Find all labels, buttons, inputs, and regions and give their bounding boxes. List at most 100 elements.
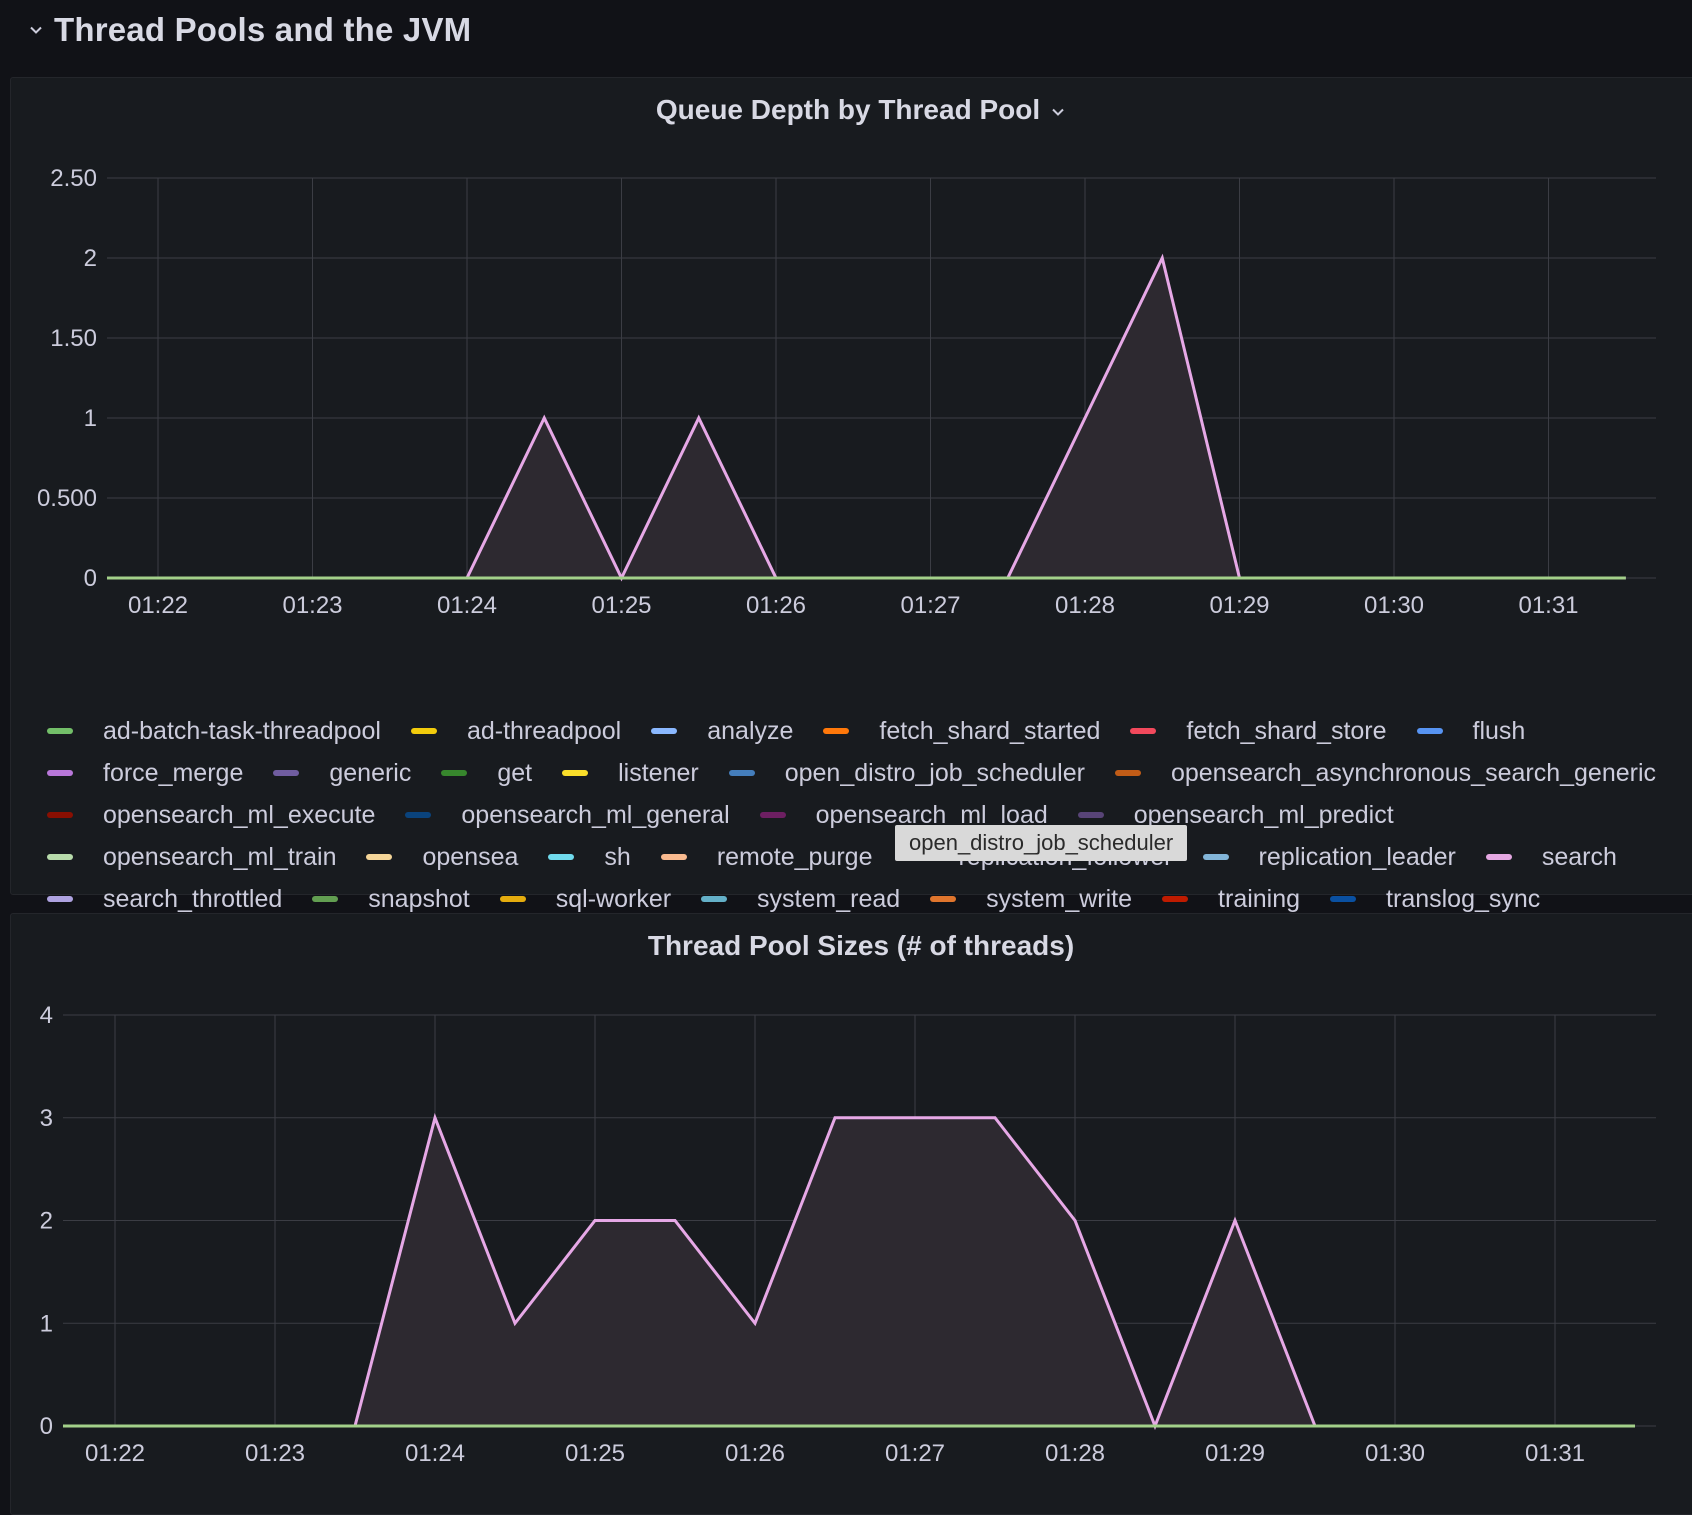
legend-swatch xyxy=(930,896,956,902)
legend-swatch xyxy=(441,770,467,776)
legend-label: opensearch_ml_general xyxy=(461,801,729,830)
legend-swatch xyxy=(548,854,574,860)
legend-item[interactable]: opensearch_ml_execute xyxy=(47,794,375,836)
legend-label: fetch_shard_started xyxy=(879,717,1100,746)
legend-label: snapshot xyxy=(368,885,469,914)
legend-label: ad-threadpool xyxy=(467,717,621,746)
pool-sizes-x-tick-label: 01:23 xyxy=(245,1440,305,1467)
row-header[interactable]: Thread Pools and the JVM xyxy=(28,8,471,52)
legend-item[interactable]: analyze xyxy=(651,710,793,752)
pool-sizes-x-tick-label: 01:31 xyxy=(1525,1440,1585,1467)
legend-swatch xyxy=(1115,770,1141,776)
legend-swatch xyxy=(47,896,73,902)
queue-depth-y-tick-label: 2 xyxy=(84,245,97,272)
queue-depth-x-tick-label: 01:30 xyxy=(1364,592,1424,619)
legend-label: opensearch_ml_execute xyxy=(103,801,375,830)
legend-label: generic xyxy=(329,759,411,788)
legend-swatch xyxy=(1130,728,1156,734)
pool-sizes-x-tick-label: 01:24 xyxy=(405,1440,465,1467)
legend-label: open_distro_job_scheduler xyxy=(785,759,1085,788)
pool-sizes-x-tick-label: 01:30 xyxy=(1365,1440,1425,1467)
legend-swatch xyxy=(760,812,786,818)
queue-depth-x-tick-label: 01:22 xyxy=(128,592,188,619)
queue-depth-x-tick-label: 01:25 xyxy=(591,592,651,619)
legend-tooltip: open_distro_job_scheduler xyxy=(895,825,1187,861)
pool-sizes-y-tick-label: 2 xyxy=(40,1208,53,1235)
legend-item[interactable]: listener xyxy=(562,752,699,794)
legend-item[interactable]: sh xyxy=(548,836,630,878)
pool-sizes-y-tick-label: 1 xyxy=(40,1310,53,1337)
row-title: Thread Pools and the JVM xyxy=(54,11,471,49)
legend-item[interactable]: opensearch_ml_train xyxy=(47,836,336,878)
legend-label: analyze xyxy=(707,717,793,746)
legend-swatch xyxy=(47,812,73,818)
legend-swatch xyxy=(273,770,299,776)
legend-swatch xyxy=(562,770,588,776)
pool-sizes-x-tick-label: 01:27 xyxy=(885,1440,945,1467)
legend-item[interactable]: search xyxy=(1486,836,1617,878)
legend-item[interactable]: replication_leader xyxy=(1203,836,1456,878)
queue-depth-x-tick-label: 01:26 xyxy=(746,592,806,619)
legend-label: search_throttled xyxy=(103,885,282,914)
legend-label: opensearch_ml_train xyxy=(103,843,336,872)
legend-item[interactable]: open_distro_job_scheduler xyxy=(729,752,1085,794)
legend-item[interactable]: flush xyxy=(1417,710,1526,752)
pool-sizes-x-tick-label: 01:26 xyxy=(725,1440,785,1467)
legend-label: ad-batch-task-threadpool xyxy=(103,717,381,746)
legend-swatch xyxy=(411,728,437,734)
legend-label: flush xyxy=(1473,717,1526,746)
legend-swatch xyxy=(823,728,849,734)
legend-item[interactable]: opensearch_ml_general xyxy=(405,794,729,836)
legend-swatch xyxy=(729,770,755,776)
legend-label: opensea xyxy=(422,843,518,872)
legend-label: listener xyxy=(618,759,699,788)
queue-depth-x-tick-label: 01:23 xyxy=(282,592,342,619)
pool-sizes-x-tick-label: 01:25 xyxy=(565,1440,625,1467)
legend-label: remote_purge xyxy=(717,843,873,872)
queue-depth-y-tick-label: 0 xyxy=(84,565,97,592)
legend-swatch xyxy=(651,728,677,734)
legend-swatch xyxy=(47,770,73,776)
pool-sizes-y-tick-label: 0 xyxy=(40,1413,53,1440)
queue-depth-x-tick-label: 01:27 xyxy=(900,592,960,619)
legend-label: sh xyxy=(604,843,630,872)
panel-title-thread-pool-sizes[interactable]: Thread Pool Sizes (# of threads) xyxy=(11,930,1692,962)
legend-swatch xyxy=(1417,728,1443,734)
legend-item[interactable]: opensearch_asynchronous_search_generic xyxy=(1115,752,1656,794)
queue-depth-y-tick-label: 1 xyxy=(84,405,97,432)
legend-swatch xyxy=(1078,812,1104,818)
queue-depth-x-tick-label: 01:31 xyxy=(1518,592,1578,619)
legend-label: opensearch_asynchronous_search_generic xyxy=(1171,759,1656,788)
legend-swatch xyxy=(1162,896,1188,902)
legend-item[interactable]: opensea xyxy=(366,836,518,878)
legend-item[interactable]: generic xyxy=(273,752,411,794)
legend-item[interactable]: get xyxy=(441,752,532,794)
legend-label: system_read xyxy=(757,885,900,914)
legend-label: force_merge xyxy=(103,759,243,788)
legend-swatch xyxy=(661,854,687,860)
legend-swatch xyxy=(405,812,431,818)
legend-swatch xyxy=(701,896,727,902)
queue-depth-y-tick-label: 1.50 xyxy=(50,325,97,352)
legend-item[interactable]: fetch_shard_store xyxy=(1130,710,1386,752)
pool-sizes-x-tick-label: 01:22 xyxy=(85,1440,145,1467)
legend-label: search xyxy=(1542,843,1617,872)
panel-title-queue-depth[interactable]: Queue Depth by Thread Pool xyxy=(11,94,1692,126)
legend-item[interactable]: ad-threadpool xyxy=(411,710,621,752)
legend-label: system_write xyxy=(986,885,1132,914)
legend-label: training xyxy=(1218,885,1300,914)
legend-item[interactable]: fetch_shard_started xyxy=(823,710,1100,752)
legend-label: replication_leader xyxy=(1259,843,1456,872)
legend-item[interactable]: force_merge xyxy=(47,752,243,794)
panel-menu-chevron-icon[interactable] xyxy=(1050,104,1066,120)
legend-swatch xyxy=(47,728,73,734)
queue-depth-y-tick-label: 2.50 xyxy=(50,165,97,192)
legend-swatch xyxy=(500,896,526,902)
legend-label: sql-worker xyxy=(556,885,671,914)
legend-item[interactable]: remote_purge xyxy=(661,836,873,878)
queue-depth-x-tick-label: 01:28 xyxy=(1055,592,1115,619)
legend-label: get xyxy=(497,759,532,788)
legend-item[interactable]: ad-batch-task-threadpool xyxy=(47,710,381,752)
